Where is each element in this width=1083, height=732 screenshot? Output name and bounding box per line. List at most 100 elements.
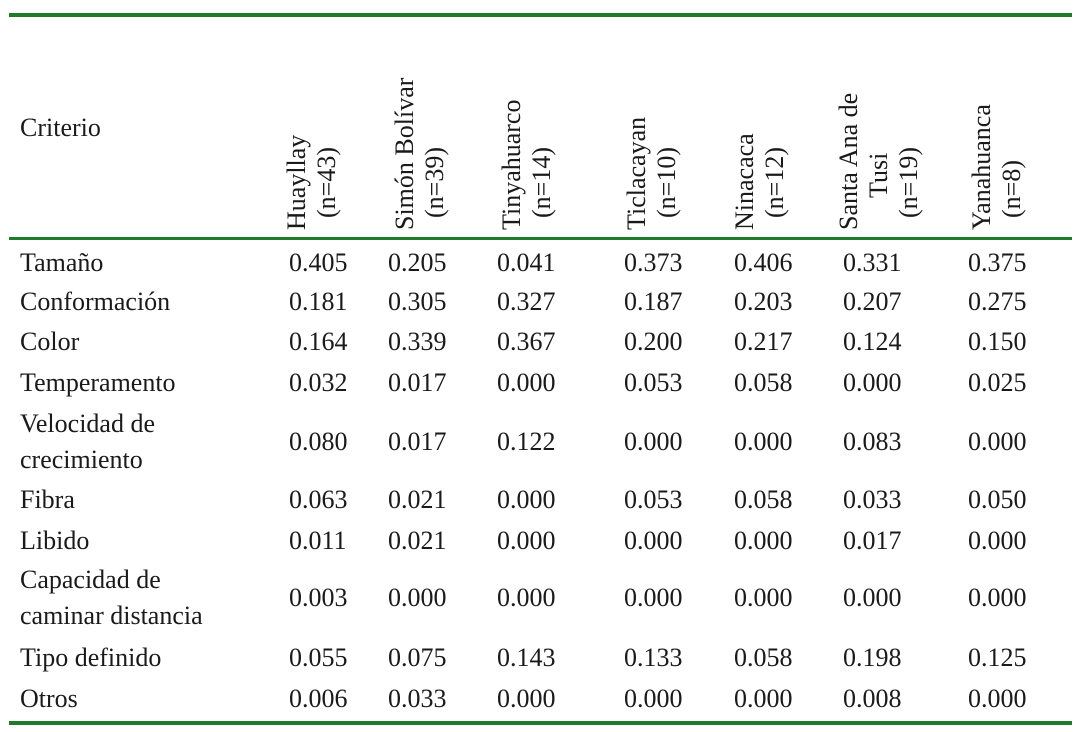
table-cell: 0.000 — [968, 684, 1027, 713]
table-cell: 0.405 — [289, 248, 348, 277]
row-label: Tamaño — [20, 248, 104, 277]
row-label: Color — [20, 327, 80, 356]
table-cell: 0.063 — [289, 485, 348, 514]
row-label: Tipo definido — [20, 643, 162, 672]
table-row: Capacidad de caminar distancia 0.003 0.000 0… — [0, 562, 1083, 634]
table-row: Temperamento 0.032 0.017 0.000 0.053 0.058 0.0… — [0, 365, 1083, 401]
column-header-name: Tinyahuarco — [497, 99, 526, 230]
column-header: Huayllay (n=43) — [282, 30, 382, 230]
table-row: Tipo definido 0.055 0.075 0.143 0.133 0.058 0.… — [0, 640, 1083, 676]
table-cell: 0.000 — [497, 368, 556, 397]
table-cell: 0.017 — [388, 427, 447, 456]
table-cell: 0.122 — [497, 427, 556, 456]
column-header-name: Ticlacayan — [622, 116, 651, 230]
column-header-count: (n=12) — [760, 147, 789, 218]
table-cell: 0.198 — [843, 643, 902, 672]
table-row: Fibra 0.063 0.021 0.000 0.053 0.058 0.033 0.050 — [0, 482, 1083, 518]
column-header-count: (n=8) — [997, 160, 1026, 218]
column-header-count: (n=10) — [652, 147, 681, 218]
table-cell: 0.339 — [388, 327, 447, 356]
table-cell: 0.000 — [843, 583, 902, 612]
column-header-count: (n=39) — [420, 147, 449, 218]
table-cell: 0.331 — [843, 248, 902, 277]
table-cell: 0.055 — [289, 643, 348, 672]
row-label: caminar distancia — [20, 601, 203, 630]
table-cell: 0.006 — [289, 684, 348, 713]
column-header: Simón Bolívar (n=39) — [390, 30, 490, 230]
table-cell: 0.000 — [497, 485, 556, 514]
table-cell: 0.143 — [497, 643, 556, 672]
table-cell: 0.058 — [734, 368, 793, 397]
table-cell: 0.375 — [968, 248, 1027, 277]
table-cell: 0.125 — [968, 643, 1027, 672]
table-cell: 0.053 — [624, 368, 683, 397]
table-bottom-rule — [9, 721, 1072, 725]
table-row: Tamaño 0.405 0.205 0.041 0.373 0.406 0.331 0.37… — [0, 245, 1083, 281]
table-cell: 0.058 — [734, 485, 793, 514]
column-header-count: (n=19) — [894, 147, 923, 218]
row-label: Otros — [20, 684, 78, 713]
column-header-name: Yanahuanca — [967, 104, 996, 230]
table-cell: 0.000 — [624, 526, 683, 555]
table-cell: 0.000 — [968, 427, 1027, 456]
table-cell: 0.041 — [497, 248, 556, 277]
table-header-rule — [9, 237, 1072, 240]
table-cell: 0.017 — [388, 368, 447, 397]
table-cell: 0.000 — [388, 583, 447, 612]
table-top-rule — [9, 13, 1072, 17]
table-cell: 0.000 — [624, 684, 683, 713]
table-cell: 0.000 — [968, 583, 1027, 612]
table-cell: 0.000 — [734, 526, 793, 555]
table-cell: 0.327 — [497, 287, 556, 316]
table-cell: 0.008 — [843, 684, 902, 713]
column-header-name: Huayllay — [282, 134, 311, 230]
table-cell: 0.000 — [497, 583, 556, 612]
table-cell: 0.150 — [968, 327, 1027, 356]
table-cell: 0.187 — [624, 287, 683, 316]
column-header: Santa Ana de Tusi (n=19) — [834, 30, 934, 230]
table-cell: 0.025 — [968, 368, 1027, 397]
table-cell: 0.205 — [388, 248, 447, 277]
row-label: Velocidad de — [20, 409, 156, 438]
table-cell: 0.032 — [289, 368, 348, 397]
column-header-name-continued: Tusi — [864, 152, 893, 198]
table-cell: 0.003 — [289, 583, 348, 612]
table-row: Velocidad de crecimiento 0.080 0.017 0.122 0.… — [0, 406, 1083, 478]
table-cell: 0.000 — [843, 368, 902, 397]
table-cell: 0.053 — [624, 485, 683, 514]
row-label: crecimiento — [20, 445, 143, 474]
table-cell: 0.000 — [497, 684, 556, 713]
column-header: Ticlacayan (n=10) — [622, 30, 722, 230]
table-cell: 0.000 — [624, 583, 683, 612]
column-header-name: Santa Ana de — [834, 92, 863, 230]
table-cell: 0.011 — [289, 526, 347, 555]
table-cell: 0.050 — [968, 485, 1027, 514]
table-cell: 0.000 — [734, 427, 793, 456]
table-cell: 0.203 — [734, 287, 793, 316]
table-cell: 0.124 — [843, 327, 902, 356]
table-cell: 0.083 — [843, 427, 902, 456]
table-row: Libido 0.011 0.021 0.000 0.000 0.000 0.017 0.00… — [0, 523, 1083, 559]
table-cell: 0.373 — [624, 248, 683, 277]
row-label: Temperamento — [20, 368, 176, 397]
table-cell: 0.021 — [388, 526, 447, 555]
column-header: Yanahuanca (n=8) — [967, 30, 1067, 230]
table-cell: 0.058 — [734, 643, 793, 672]
column-header: Ninacaca (n=12) — [730, 30, 830, 230]
table-cell: 0.305 — [388, 287, 447, 316]
row-label: Conformación — [20, 287, 171, 316]
table-cell: 0.000 — [734, 684, 793, 713]
table-cell: 0.000 — [624, 427, 683, 456]
table-cell: 0.017 — [843, 526, 902, 555]
table-cell: 0.000 — [497, 526, 556, 555]
row-label: Libido — [20, 526, 90, 555]
table-cell: 0.367 — [497, 327, 556, 356]
table-cell: 0.200 — [624, 327, 683, 356]
table-cell: 0.207 — [843, 287, 902, 316]
table-cell: 0.275 — [968, 287, 1027, 316]
table-cell: 0.133 — [624, 643, 683, 672]
criterio-header: Criterio — [20, 113, 101, 142]
table-cell: 0.164 — [289, 327, 348, 356]
table-row: Conformación 0.181 0.305 0.327 0.187 0.203 0.2… — [0, 284, 1083, 320]
column-header-name: Simón Bolívar — [390, 77, 419, 230]
